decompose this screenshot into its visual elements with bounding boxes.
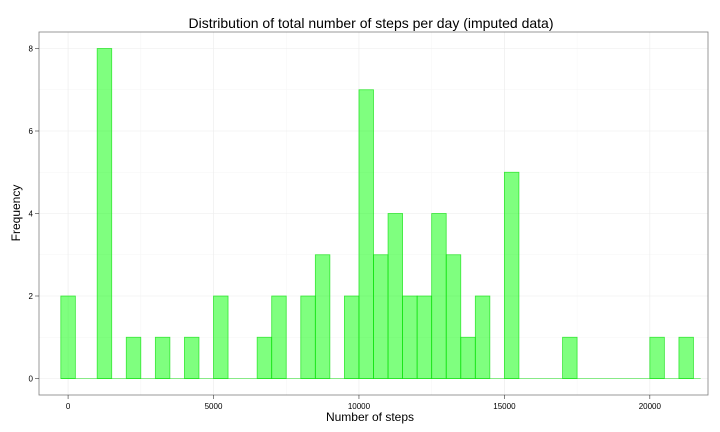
y-tick-label: 0 <box>29 375 34 384</box>
x-tick-label: 20000 <box>639 402 662 411</box>
x-axis-title: Number of steps <box>326 410 414 424</box>
x-tick-label: 5000 <box>205 402 223 411</box>
histogram-bar <box>154 336 171 379</box>
histogram-bar <box>460 336 476 379</box>
histogram-bar <box>344 295 360 379</box>
histogram-bar <box>387 213 403 379</box>
y-tick-label: 6 <box>29 127 34 136</box>
y-axis-title: Frequency <box>9 185 23 242</box>
y-axis: 0 2 4 6 8 <box>29 45 39 384</box>
histogram-bar <box>503 171 520 379</box>
histogram-bar <box>445 254 462 379</box>
histogram-bar <box>358 89 374 379</box>
histogram-bar <box>649 336 665 379</box>
x-tick-label: 15000 <box>493 402 516 411</box>
histogram-bar <box>402 295 418 379</box>
histogram-bar <box>271 295 287 379</box>
histogram-bar <box>184 336 200 379</box>
x-tick-label: 0 <box>66 402 71 411</box>
chart-title: Distribution of total number of steps pe… <box>189 15 554 31</box>
y-tick-label: 8 <box>29 45 34 54</box>
x-axis: 0 5000 10000 15000 20000 <box>66 395 662 411</box>
histogram-bar <box>416 295 433 379</box>
histogram-bar <box>213 295 229 379</box>
histogram-bar <box>256 336 273 379</box>
histogram-bar <box>96 48 113 379</box>
histogram-bar <box>300 295 316 379</box>
histogram-bar <box>125 336 142 379</box>
y-tick-label: 2 <box>29 292 34 301</box>
histogram-bar <box>431 213 447 379</box>
x-tick-label: 10000 <box>348 402 371 411</box>
histogram-bar <box>474 295 491 379</box>
y-tick-label: 4 <box>29 210 34 219</box>
histogram-bar <box>562 336 578 379</box>
histogram-bar <box>373 254 389 379</box>
histogram-bar <box>678 336 694 379</box>
histogram-bar <box>60 295 76 379</box>
bars <box>60 48 701 379</box>
histogram-bar <box>314 254 331 379</box>
